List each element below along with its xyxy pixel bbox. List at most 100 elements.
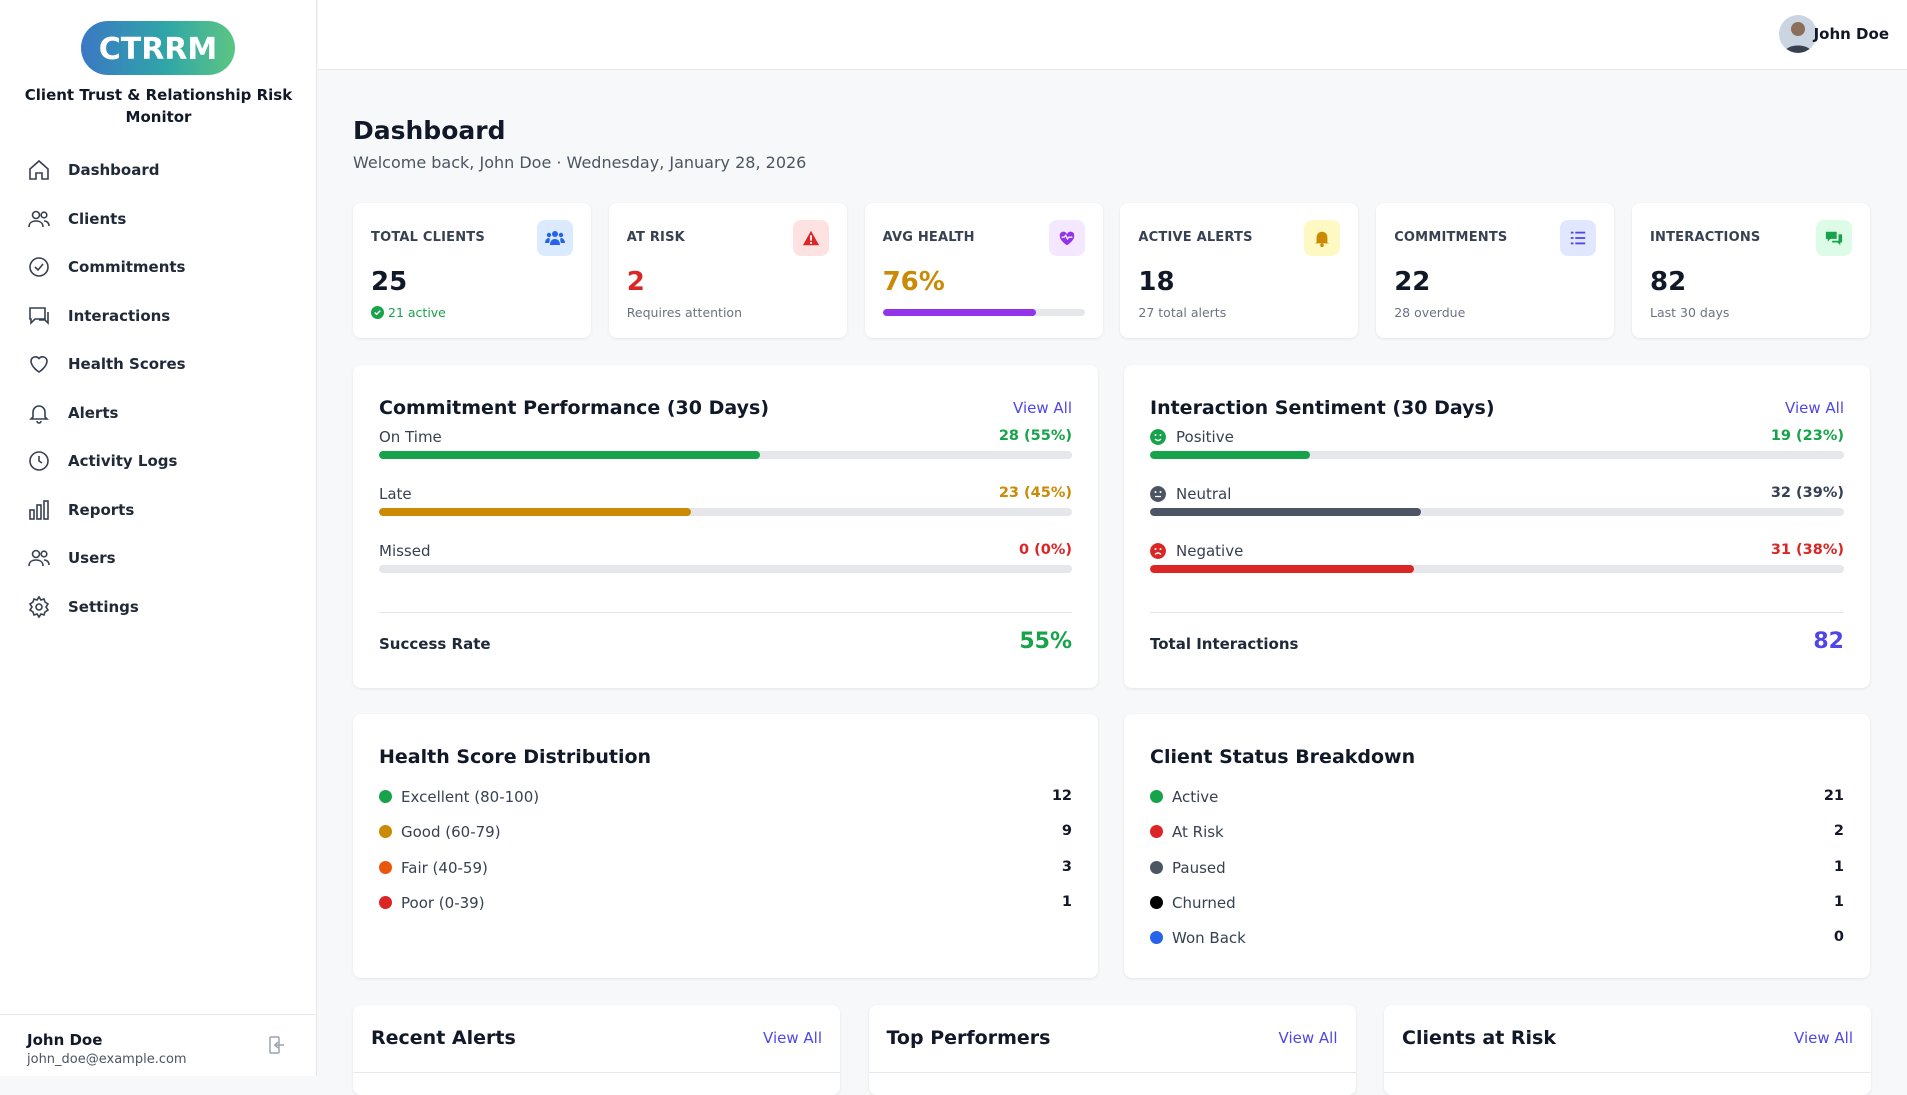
list-item: Poor (0-39) 1 (379, 894, 1072, 918)
sidebar-user-name: John Doe (27, 1031, 103, 1049)
sidebar-item-interactions[interactable]: Interactions (0, 292, 317, 341)
stat-value: 82 (1650, 267, 1687, 297)
sidebar-item-settings[interactable]: Settings (0, 583, 317, 632)
logout-icon[interactable] (268, 1035, 286, 1055)
interaction-sentiment-panel: Interaction Sentiment (30 Days) View All P… (1124, 365, 1870, 688)
sidebar-item-label: Reports (68, 500, 135, 519)
sidebar-user-email: john_doe@example.com (27, 1052, 187, 1067)
list-item: Won Back 0 (1150, 929, 1844, 953)
metric-row-late: Late 23 (45%) (379, 485, 1072, 525)
sidebar-item-users[interactable]: Users (0, 534, 317, 583)
clock-icon (29, 451, 49, 472)
client-status-panel: Client Status Breakdown Active 21 At Risk 2 P… (1124, 714, 1870, 978)
home-icon (29, 160, 49, 181)
total-label: Total Interactions (1150, 635, 1299, 653)
view-all-link[interactable]: View All (763, 1029, 822, 1047)
list-item: Excellent (80-100) 12 (379, 788, 1072, 812)
check-circle-icon (29, 257, 49, 278)
header-user-name[interactable]: John Doe (1813, 25, 1889, 43)
stat-icon (792, 220, 829, 256)
stat-card-total-clients[interactable]: TOTAL CLIENTS 25 21 active (353, 203, 591, 338)
smile-icon (1150, 429, 1166, 445)
stat-value: 25 (371, 267, 408, 297)
list-item-count: 12 (1051, 788, 1072, 804)
top-performers-panel: Top Performers View All (868, 1005, 1356, 1095)
list-item-label: Fair (40-59) (401, 858, 488, 877)
stat-value: 18 (1138, 267, 1175, 297)
check-circle-icon (371, 306, 384, 319)
sidebar-item-health-scores[interactable]: Health Scores (0, 340, 317, 389)
metric-value: 32 (39%) (1770, 485, 1844, 501)
sidebar-item-clients[interactable]: Clients (0, 195, 317, 244)
health-distribution-panel: Health Score Distribution Excellent (80-1… (353, 714, 1098, 978)
stat-sub: 28 overdue (1394, 305, 1466, 320)
divider (353, 1072, 840, 1073)
metric-bar (379, 508, 1072, 516)
heart-icon (30, 356, 48, 374)
stat-value: 22 (1394, 267, 1431, 297)
page-title: Dashboard (353, 116, 506, 145)
panel-title: Health Score Distribution (379, 746, 652, 768)
view-all-link[interactable]: View All (1785, 399, 1844, 417)
neutral-face-icon (1150, 486, 1166, 502)
stat-label: INTERACTIONS (1650, 230, 1761, 245)
avatar[interactable] (1779, 15, 1817, 53)
view-all-link[interactable]: View All (1794, 1029, 1853, 1047)
stat-card-at-risk[interactable]: AT RISK 2 Requires attention (608, 203, 847, 338)
list-item-label: Paused (1172, 858, 1226, 877)
bar-chart-icon (29, 499, 49, 520)
list-item: Churned 1 (1150, 894, 1844, 918)
metric-bar (379, 565, 1072, 573)
metric-bar (1150, 565, 1844, 573)
metric-label: Negative (1176, 542, 1244, 560)
metric-value: 19 (23%) (1770, 428, 1844, 444)
status-dot (1150, 790, 1163, 803)
panel-title: Interaction Sentiment (30 Days) (1150, 397, 1495, 419)
list-item: Active 21 (1150, 788, 1844, 812)
stat-label: TOTAL CLIENTS (371, 230, 485, 245)
sidebar-item-activity-logs[interactable]: Activity Logs (0, 437, 317, 486)
metric-row-on time: On Time 28 (55%) (379, 428, 1072, 468)
sidebar-item-commitments[interactable]: Commitments (0, 243, 317, 292)
divider (1150, 612, 1844, 613)
sidebar-item-label: Alerts (68, 403, 119, 422)
list-item-count: 1 (1061, 893, 1072, 910)
view-all-link[interactable]: View All (1278, 1029, 1338, 1047)
stat-label: AT RISK (626, 230, 685, 245)
page-subtitle: Welcome back, John Doe · Wednesday, Janu… (353, 153, 807, 172)
sidebar-item-label: Commitments (68, 258, 186, 277)
metric-bar (1150, 451, 1844, 459)
stat-value: 2 (626, 267, 645, 297)
list-item-count: 0 (1833, 929, 1844, 946)
sidebar-item-alerts[interactable]: Alerts (0, 389, 317, 438)
ctrrm-logo[interactable]: CTRRM (81, 21, 235, 75)
sidebar-nav: Dashboard Clients Commitments Interactions H… (0, 146, 317, 631)
list-item-count: 1 (1833, 858, 1844, 875)
stat-card-avg-health[interactable]: AVG HEALTH 76% (864, 203, 1103, 338)
stat-icon (1048, 220, 1085, 256)
list-item: Good (60-79) 9 (379, 823, 1072, 847)
sidebar-item-reports[interactable]: Reports (0, 486, 317, 535)
list-item: Paused 1 (1150, 859, 1844, 883)
divider (1384, 1072, 1871, 1073)
status-dot (1150, 860, 1163, 874)
metric-bar (379, 451, 1072, 459)
stat-card-commitments[interactable]: COMMITMENTS 22 28 overdue (1376, 203, 1615, 338)
sidebar-item-dashboard[interactable]: Dashboard (0, 146, 317, 195)
status-dot (379, 790, 392, 803)
avg-health-progress (882, 309, 1085, 316)
stat-value: 76% (882, 267, 945, 297)
metric-label: Late (379, 485, 412, 503)
stat-card-interactions[interactable]: INTERACTIONS 82 Last 30 days (1632, 203, 1870, 338)
list-item-count: 2 (1833, 823, 1844, 840)
stat-icon (537, 220, 573, 256)
stat-label: ACTIVE ALERTS (1138, 230, 1253, 245)
sidebar-user: John Doe john_doe@example.com (0, 1014, 317, 1076)
status-dot (379, 895, 392, 909)
sidebar-item-label: Dashboard (68, 161, 160, 180)
view-all-link[interactable]: View All (1013, 399, 1072, 417)
metric-row-positive: Positive 19 (23%) (1150, 428, 1844, 468)
divider (868, 1072, 1356, 1073)
stat-card-active-alerts[interactable]: ACTIVE ALERTS 18 27 total alerts (1120, 203, 1359, 338)
sidebar-item-label: Activity Logs (68, 452, 178, 471)
